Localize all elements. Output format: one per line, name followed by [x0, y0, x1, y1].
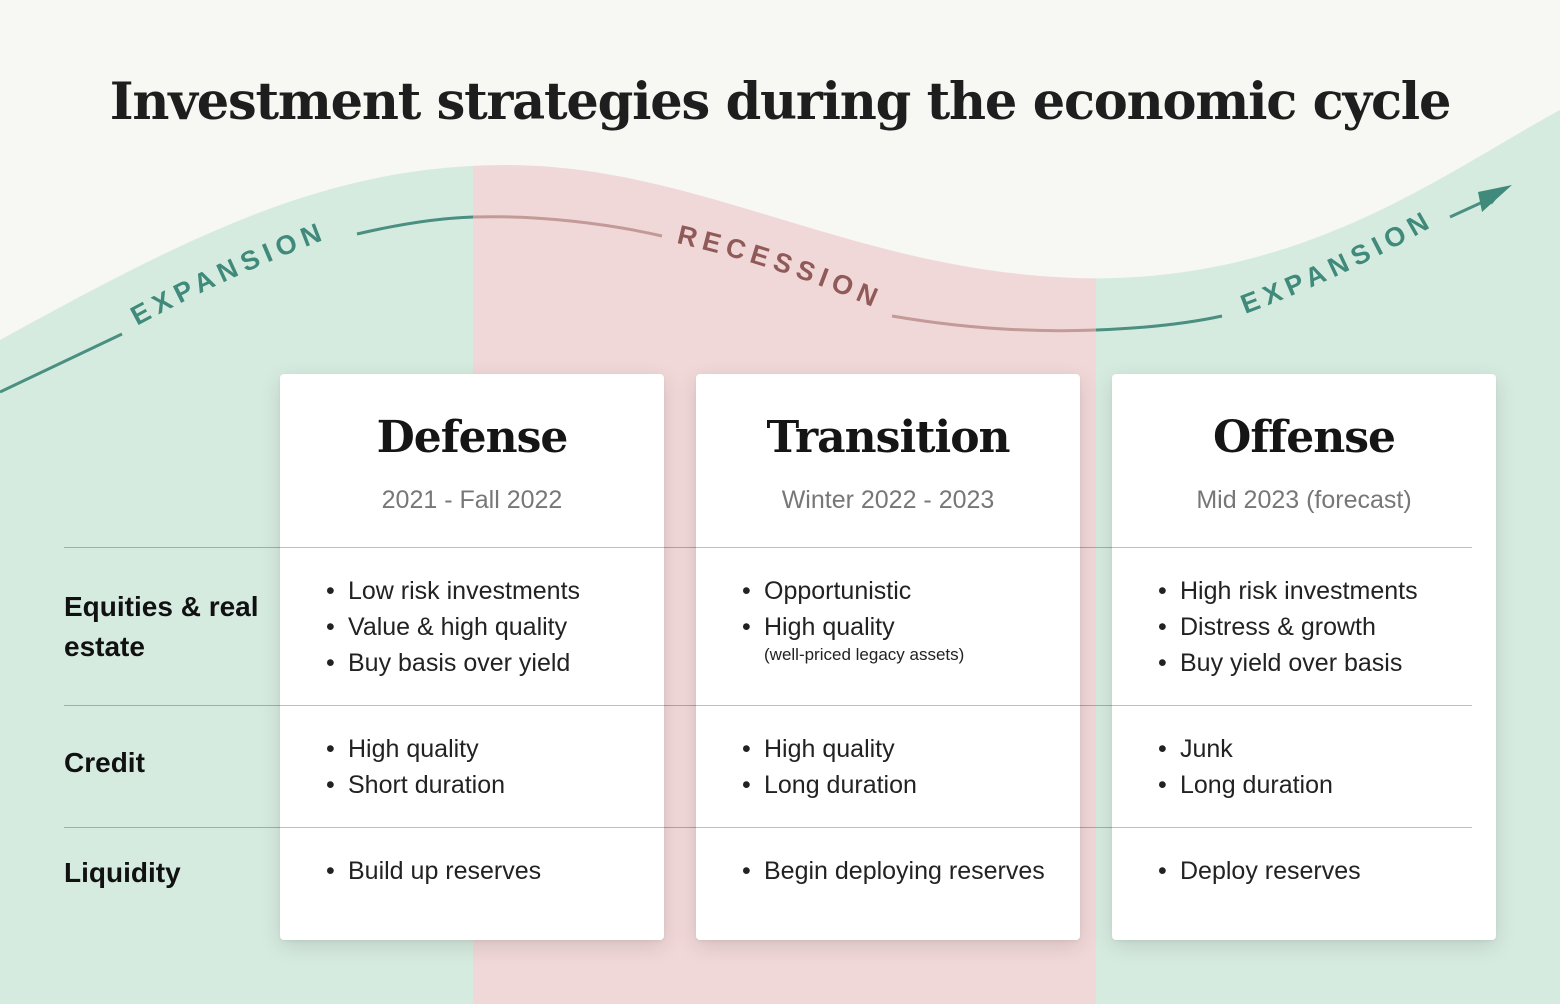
list-item: Value & high quality — [326, 609, 650, 645]
row-label-liquidity: Liquidity — [64, 857, 181, 888]
list-item-text: High quality — [764, 613, 895, 641]
row-divider — [64, 547, 1472, 548]
list-item: High quality (well-priced legacy assets) — [742, 609, 1066, 664]
card-period: Winter 2022 - 2023 — [781, 486, 995, 514]
strategy-card-transition: Transition Winter 2022 - 2023 Opportunis… — [696, 374, 1080, 940]
list-item: Buy yield over basis — [1158, 645, 1482, 681]
liquidity-list: Begin deploying reserves — [742, 853, 1066, 889]
card-header: Defense 2021 - Fall 2022 — [280, 410, 664, 516]
card-period: 2021 - Fall 2022 — [381, 486, 563, 514]
row-label-credit: Credit — [64, 747, 145, 778]
liquidity-list: Build up reserves — [326, 853, 650, 889]
row-divider — [64, 705, 1472, 706]
cycle-line-recession-bottom — [891, 314, 1097, 333]
list-item: High quality — [742, 731, 1066, 767]
equities-list: Low risk investments Value & high qualit… — [326, 573, 650, 681]
row-label-equities: Equities & real estate — [64, 591, 259, 662]
list-item: High quality — [326, 731, 650, 767]
arrow-icon — [1478, 185, 1512, 212]
credit-list: Junk Long duration — [1158, 731, 1482, 803]
list-item: Opportunistic — [742, 573, 1066, 609]
strategy-card-offense: Offense Mid 2023 (forecast) High risk in… — [1112, 374, 1496, 940]
row-divider — [64, 827, 1472, 828]
cycle-line-expansion-peak — [356, 215, 474, 236]
list-item: High risk investments — [1158, 573, 1482, 609]
cycle-line-expansion-trough — [1095, 314, 1223, 332]
card-title: Transition — [766, 412, 1010, 463]
list-item: Begin deploying reserves — [742, 853, 1066, 889]
cycle-line-expansion-start — [0, 332, 123, 394]
equities-list: High risk investments Distress & growth … — [1158, 573, 1482, 681]
card-header: Offense Mid 2023 (forecast) — [1112, 410, 1496, 516]
list-item: Long duration — [742, 767, 1066, 803]
list-item: Deploy reserves — [1158, 853, 1482, 889]
cycle-line-recession-top — [472, 215, 663, 238]
card-period: Mid 2023 (forecast) — [1196, 486, 1412, 514]
list-item: Short duration — [326, 767, 650, 803]
list-item: Long duration — [1158, 767, 1482, 803]
page-title: Investment strategies during the economi… — [109, 72, 1452, 132]
equities-list: Opportunistic High quality (well-priced l… — [742, 573, 1066, 664]
list-item: Junk — [1158, 731, 1482, 767]
list-item: Distress & growth — [1158, 609, 1482, 645]
credit-list: High quality Short duration — [326, 731, 650, 803]
list-item: Build up reserves — [326, 853, 650, 889]
card-title: Offense — [1213, 412, 1396, 463]
strategy-card-defense: Defense 2021 - Fall 2022 Low risk invest… — [280, 374, 664, 940]
list-item: Low risk investments — [326, 573, 650, 609]
list-item: Buy basis over yield — [326, 645, 650, 681]
list-item-note: (well-priced legacy assets) — [764, 645, 965, 664]
credit-list: High quality Long duration — [742, 731, 1066, 803]
card-header: Transition Winter 2022 - 2023 — [696, 410, 1080, 516]
liquidity-list: Deploy reserves — [1158, 853, 1482, 889]
card-title: Defense — [376, 412, 569, 463]
